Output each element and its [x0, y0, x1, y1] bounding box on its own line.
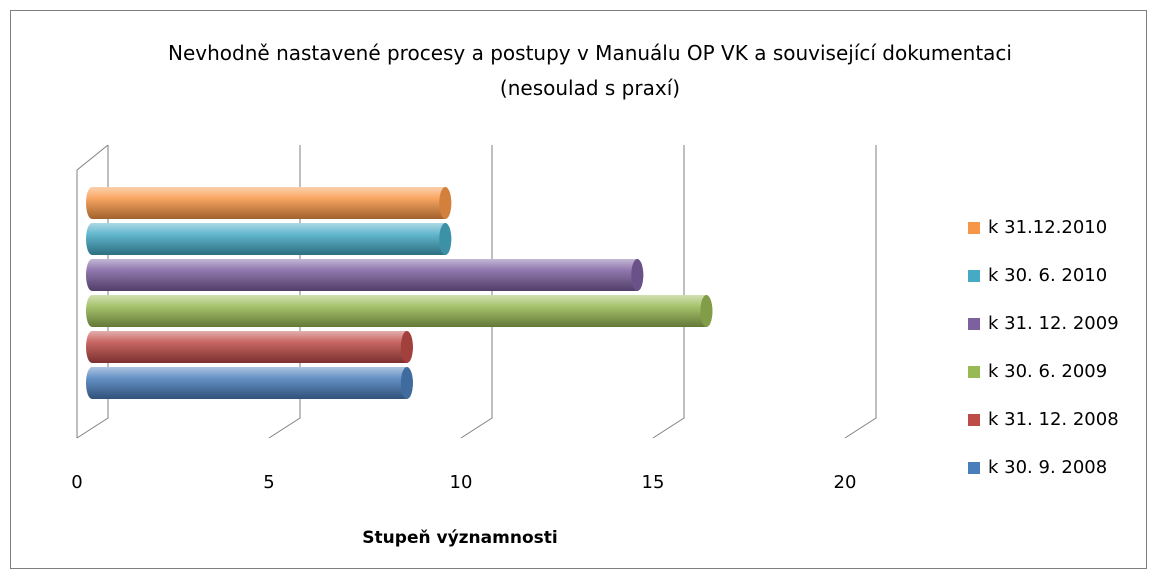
bar-cap — [700, 295, 713, 327]
x-tick-label: 20 — [834, 472, 857, 493]
bar-cap — [400, 367, 413, 399]
bar — [86, 223, 452, 255]
legend-label: k 30. 6. 2010 — [988, 265, 1107, 286]
bar-cap — [631, 259, 644, 291]
bar-cap — [439, 223, 452, 255]
legend-swatch — [968, 414, 980, 426]
x-tick-label: 5 — [263, 472, 274, 493]
legend-label: k 31. 12. 2009 — [988, 313, 1119, 334]
wall-edge — [76, 144, 109, 171]
x-tick-label: 15 — [642, 472, 665, 493]
grid-line — [844, 145, 877, 439]
bar — [86, 187, 452, 219]
grid-line — [652, 145, 685, 439]
legend-label: k 31.12.2010 — [988, 217, 1107, 238]
bar — [86, 259, 644, 291]
legend-label: k 31. 12. 2008 — [988, 409, 1119, 430]
legend-swatch — [968, 462, 980, 474]
bar-cap — [439, 187, 452, 219]
legend-swatch — [968, 366, 980, 378]
x-axis-title: Stupeň významnosti — [362, 528, 557, 548]
bar — [86, 295, 713, 327]
bar — [86, 367, 413, 399]
legend-swatch — [968, 270, 980, 282]
grid-line — [460, 145, 493, 439]
legend-label: k 30. 6. 2009 — [988, 361, 1107, 382]
bar — [86, 331, 413, 363]
bar-cap — [400, 331, 413, 363]
legend-swatch — [968, 318, 980, 330]
x-tick-label: 10 — [450, 472, 473, 493]
x-tick-label: 0 — [71, 472, 82, 493]
chart-title: Nevhodně nastavené procesy a postupy v M… — [168, 41, 1012, 100]
legend-swatch — [968, 222, 980, 234]
legend-label: k 30. 9. 2008 — [988, 457, 1107, 478]
